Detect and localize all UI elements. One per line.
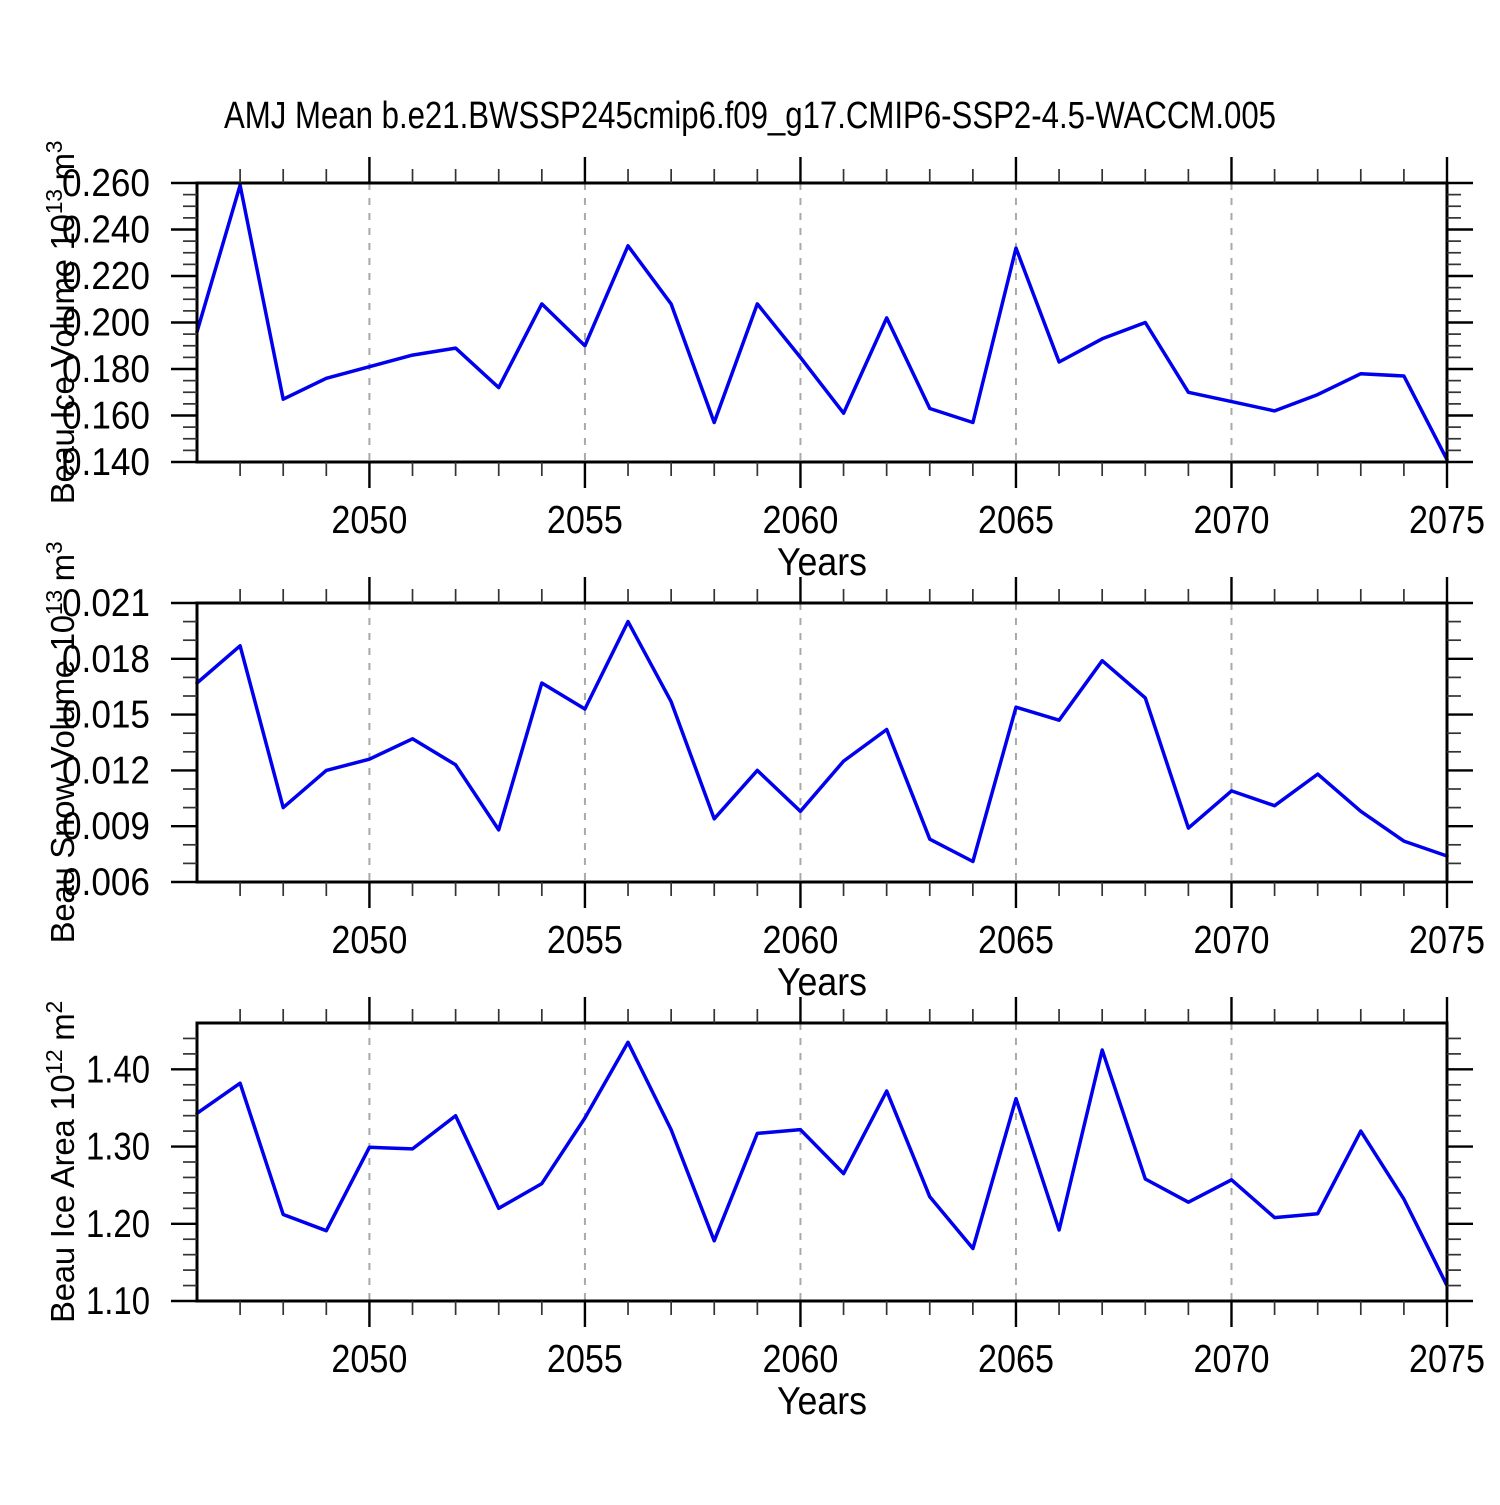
y-axis-title: Beau Ice Area 1012 m2 bbox=[41, 1001, 81, 1323]
y-tick-label: 1.20 bbox=[86, 1203, 150, 1246]
x-tick-label: 2065 bbox=[978, 1338, 1054, 1381]
panel-beau-snow-volume: 2050 2055 2060 2065 2070 2075 0.006 0.009 0.012 0… bbox=[41, 542, 1485, 1004]
y-tick-label: 0.009 bbox=[62, 805, 150, 848]
y-tick-label: 0.200 bbox=[62, 302, 150, 345]
x-tick-label: 2075 bbox=[1409, 919, 1485, 962]
x-tick-label: 2050 bbox=[331, 1338, 407, 1381]
y-tick-label: 0.260 bbox=[62, 162, 150, 205]
panel-beau-ice-area: 2050 2055 2060 2065 2070 2075 1.10 1.20 1.30 1.40… bbox=[41, 997, 1485, 1423]
y-axis-title-superscript: 2 bbox=[41, 1001, 67, 1014]
beau-ice-volume-line bbox=[195, 183, 1449, 462]
x-axis-title: Years bbox=[777, 961, 867, 1004]
x-tick-label: 2055 bbox=[547, 499, 623, 542]
x-tick-label: 2060 bbox=[762, 499, 838, 542]
x-tick-label: 2060 bbox=[762, 919, 838, 962]
y-axis-title: Beau Snow Volume 1013 m3 bbox=[41, 542, 81, 944]
beau-snow-volume-line bbox=[195, 619, 1449, 864]
panels-group: 2050 2055 2060 2065 2070 20750.1400.1600.1800… bbox=[41, 141, 1485, 1423]
x-tick-label: 2050 bbox=[331, 919, 407, 962]
figure-title: AMJ Mean b.e21.BWSSP245cmip6.f09_g17.CMI… bbox=[224, 95, 1276, 137]
y-tick-label: 1.10 bbox=[86, 1280, 150, 1323]
y-tick-label: 0.015 bbox=[62, 694, 150, 737]
y-tick-label: 0.012 bbox=[62, 749, 150, 792]
x-tick-label: 2070 bbox=[1193, 1338, 1269, 1381]
plot-frame bbox=[195, 601, 1449, 884]
x-axis-title: Years bbox=[777, 541, 867, 584]
y-axis-title: Beau Ice Volume 1013 m3 bbox=[41, 141, 81, 505]
y-axis-title-text: Beau Ice Volume 10 bbox=[44, 214, 81, 504]
x-tick-label: 2050 bbox=[331, 499, 407, 542]
y-tick-label: 1.30 bbox=[86, 1126, 150, 1169]
y-axis-title-text: m bbox=[44, 1014, 81, 1050]
y-axis-title-text: m bbox=[44, 554, 81, 590]
x-tick-label: 2070 bbox=[1193, 499, 1269, 542]
y-tick-label: 0.220 bbox=[62, 255, 150, 298]
x-tick-label: 2075 bbox=[1409, 1338, 1485, 1381]
y-axis-title-superscript: 3 bbox=[41, 542, 67, 555]
y-tick-label: 0.021 bbox=[62, 582, 150, 625]
y-axis-title-text: Beau Snow Volume 10 bbox=[44, 615, 81, 943]
x-tick-label: 2075 bbox=[1409, 499, 1485, 542]
plot-frame bbox=[195, 1021, 1449, 1303]
y-axis-title-superscript: 12 bbox=[41, 1050, 67, 1075]
x-tick-label: 2065 bbox=[978, 919, 1054, 962]
x-tick-label: 2070 bbox=[1193, 919, 1269, 962]
y-tick-label: 0.006 bbox=[62, 861, 150, 904]
y-tick-label: 1.40 bbox=[86, 1048, 150, 1091]
x-tick-label: 2055 bbox=[547, 1338, 623, 1381]
y-axis-title-superscript: 13 bbox=[41, 590, 67, 615]
x-tick-label: 2060 bbox=[762, 1338, 838, 1381]
y-axis-title-superscript: 3 bbox=[41, 141, 67, 154]
y-axis-title-superscript: 13 bbox=[41, 189, 67, 214]
beau-ice-area-line bbox=[195, 1040, 1449, 1288]
y-tick-label: 0.160 bbox=[62, 395, 150, 438]
y-tick-label: 0.018 bbox=[62, 638, 150, 681]
x-tick-label: 2055 bbox=[547, 919, 623, 962]
plot-frame bbox=[195, 181, 1449, 464]
y-tick-label: 0.180 bbox=[62, 348, 150, 391]
x-tick-label: 2065 bbox=[978, 499, 1054, 542]
panel-beau-ice-volume: 2050 2055 2060 2065 2070 20750.1400.1600.1800… bbox=[41, 141, 1485, 584]
y-axis-title-text: Beau Ice Area 10 bbox=[44, 1075, 81, 1323]
y-tick-label: 0.240 bbox=[62, 209, 150, 252]
x-axis-title: Years bbox=[777, 1380, 867, 1423]
y-axis-title-text: m bbox=[44, 153, 81, 189]
y-tick-label: 0.140 bbox=[62, 441, 150, 484]
